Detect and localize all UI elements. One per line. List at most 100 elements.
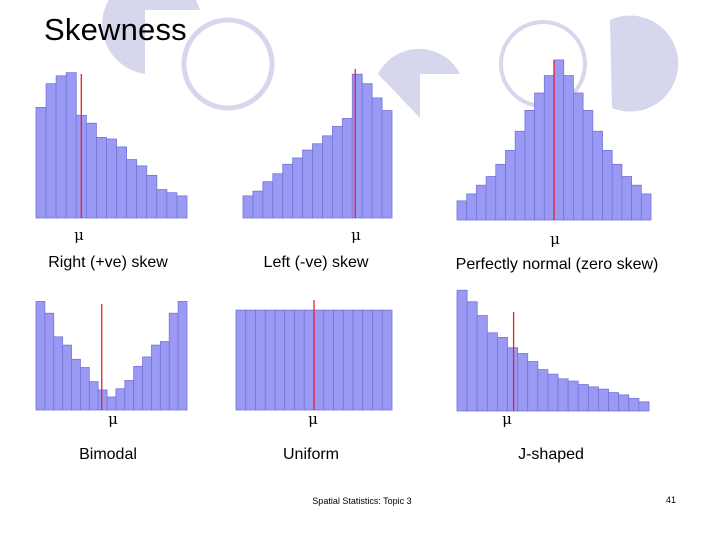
bar-bimodal-8 bbox=[97, 389, 108, 411]
bar-j-shaped-12 bbox=[567, 380, 579, 412]
mean-marker-normal: μ bbox=[550, 230, 560, 248]
bar-j-shaped-7 bbox=[517, 353, 529, 412]
caption-right-skew: Right (+ve) skew bbox=[48, 254, 168, 271]
caption-left-skew: Left (-ve) skew bbox=[263, 254, 369, 271]
bar-j-shaped-5 bbox=[497, 336, 508, 412]
bar-left-skew-10 bbox=[331, 125, 343, 219]
bar-uniform-10 bbox=[323, 309, 334, 411]
histogram-normal bbox=[456, 59, 652, 221]
bar-right-skew-3 bbox=[55, 75, 67, 219]
bar-bimodal-3 bbox=[53, 336, 64, 411]
bar-uniform-13 bbox=[352, 309, 364, 411]
caption-uniform: Uniform bbox=[282, 446, 340, 463]
bar-left-skew-13 bbox=[361, 83, 373, 219]
bar-left-skew-5 bbox=[282, 163, 294, 219]
bar-left-skew-1 bbox=[242, 195, 254, 219]
bar-right-skew-13 bbox=[156, 189, 168, 219]
histogram-right-skew bbox=[35, 72, 188, 219]
bar-j-shaped-17 bbox=[618, 394, 630, 412]
bar-uniform-2 bbox=[245, 309, 256, 411]
bar-j-shaped-2 bbox=[466, 301, 478, 412]
bar-bimodal-12 bbox=[133, 365, 143, 411]
caption-normal: Perfectly normal (zero skew) bbox=[455, 256, 659, 273]
bar-bimodal-10 bbox=[115, 388, 126, 411]
bar-right-skew-1 bbox=[35, 107, 47, 219]
bar-normal-2 bbox=[466, 193, 477, 221]
bar-left-skew-3 bbox=[262, 181, 274, 219]
bar-normal-14 bbox=[582, 109, 594, 221]
bar-right-skew-15 bbox=[176, 195, 188, 219]
bar-normal-7 bbox=[514, 130, 526, 221]
bar-uniform-11 bbox=[333, 309, 344, 411]
bar-uniform-5 bbox=[274, 309, 286, 411]
histogram-left-skew bbox=[242, 69, 393, 219]
bar-j-shaped-11 bbox=[557, 378, 569, 412]
bar-normal-4 bbox=[485, 176, 497, 221]
bar-normal-6 bbox=[505, 149, 516, 221]
bar-bimodal-7 bbox=[88, 381, 99, 411]
bar-normal-11 bbox=[553, 59, 565, 221]
caption-bimodal: Bimodal bbox=[79, 446, 137, 463]
page-number: 41 bbox=[666, 495, 677, 505]
bar-normal-19 bbox=[631, 184, 642, 221]
bar-bimodal-17 bbox=[177, 301, 188, 411]
slide-title: Skewness bbox=[44, 12, 187, 47]
footer-text: Spatial Statistics: Topic 3 bbox=[312, 496, 412, 506]
mean-marker-uniform: μ bbox=[308, 410, 318, 428]
bar-bimodal-11 bbox=[124, 380, 135, 411]
bar-j-shaped-19 bbox=[638, 401, 650, 412]
bar-normal-18 bbox=[621, 176, 633, 221]
bar-normal-1 bbox=[456, 200, 468, 221]
bar-uniform-4 bbox=[264, 309, 276, 411]
bar-uniform-7 bbox=[294, 309, 305, 411]
bar-bimodal-2 bbox=[44, 312, 55, 411]
bar-uniform-8 bbox=[303, 309, 315, 411]
bar-j-shaped-14 bbox=[587, 386, 599, 412]
bar-bimodal-13 bbox=[142, 356, 152, 411]
bar-j-shaped-15 bbox=[598, 388, 609, 412]
bar-uniform-3 bbox=[255, 309, 266, 411]
bar-right-skew-8 bbox=[106, 138, 117, 219]
bar-bimodal-16 bbox=[168, 312, 179, 411]
mean-marker-j-shaped: μ bbox=[502, 410, 512, 428]
mean-marker-bimodal: μ bbox=[108, 410, 118, 428]
bar-normal-20 bbox=[640, 193, 652, 221]
bar-j-shaped-16 bbox=[608, 392, 620, 412]
bar-uniform-12 bbox=[342, 309, 354, 411]
decor-circle-5 bbox=[610, 15, 679, 112]
bar-left-skew-9 bbox=[322, 135, 333, 219]
bar-normal-16 bbox=[602, 149, 613, 221]
bar-bimodal-1 bbox=[35, 301, 46, 411]
bar-j-shaped-10 bbox=[547, 373, 559, 412]
bar-right-skew-9 bbox=[116, 146, 127, 219]
bar-j-shaped-6 bbox=[507, 347, 519, 412]
bar-j-shaped-18 bbox=[628, 397, 640, 412]
decor-circle-1 bbox=[102, 0, 200, 74]
bar-j-shaped-13 bbox=[577, 384, 589, 412]
bar-bimodal-5 bbox=[71, 358, 81, 411]
bar-right-skew-14 bbox=[166, 192, 178, 219]
bar-normal-15 bbox=[592, 130, 603, 221]
bar-left-skew-8 bbox=[312, 143, 323, 219]
bar-left-skew-7 bbox=[302, 149, 313, 219]
bar-normal-13 bbox=[573, 92, 584, 221]
bar-normal-10 bbox=[543, 75, 555, 221]
mean-marker-right-skew: μ bbox=[74, 226, 84, 244]
bar-right-skew-12 bbox=[146, 174, 158, 219]
bar-normal-17 bbox=[611, 163, 623, 221]
bar-uniform-1 bbox=[235, 309, 247, 411]
bar-uniform-6 bbox=[284, 309, 295, 411]
bar-normal-5 bbox=[495, 163, 506, 221]
bar-right-skew-2 bbox=[45, 83, 57, 219]
bar-j-shaped-3 bbox=[476, 315, 488, 412]
bar-right-skew-6 bbox=[85, 122, 97, 219]
bar-right-skew-11 bbox=[136, 165, 148, 219]
bar-j-shaped-8 bbox=[527, 361, 539, 412]
bar-normal-12 bbox=[563, 75, 574, 221]
bar-normal-3 bbox=[475, 184, 487, 221]
bar-left-skew-15 bbox=[381, 110, 393, 219]
bar-bimodal-14 bbox=[151, 344, 161, 411]
bar-j-shaped-9 bbox=[537, 369, 549, 412]
